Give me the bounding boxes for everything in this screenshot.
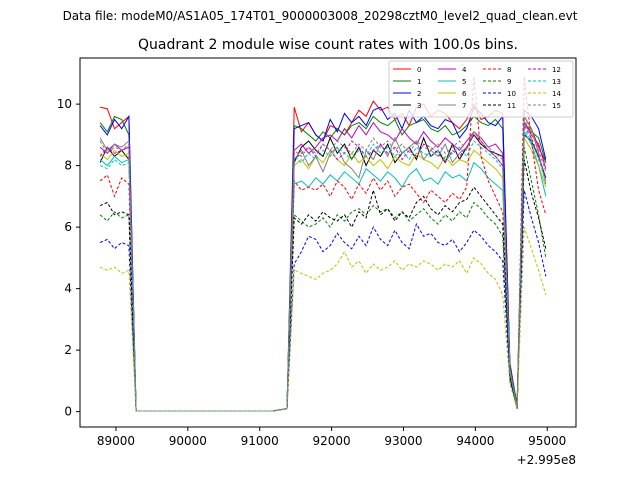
y-tick-label: 4	[64, 282, 72, 296]
series-layer	[99, 76, 547, 412]
x-offset-label: +2.995e8	[517, 453, 576, 467]
legend-label-6: 6	[462, 90, 467, 98]
legend-label-2: 2	[417, 90, 421, 98]
x-tick-label: 90000	[169, 434, 207, 448]
x-tick-label: 92000	[313, 434, 351, 448]
legend-label-1: 1	[417, 78, 421, 86]
legend-label-8: 8	[507, 66, 511, 74]
y-tick-label: 2	[64, 343, 72, 357]
chart-title: Quadrant 2 module wise count rates with …	[138, 37, 518, 53]
legend-label-12: 12	[552, 66, 561, 74]
y-tick-label: 10	[57, 97, 72, 111]
x-tick-label: 91000	[241, 434, 279, 448]
legend-label-0: 0	[417, 66, 421, 74]
x-tick-label: 95000	[528, 434, 566, 448]
legend-label-10: 10	[507, 90, 516, 98]
suptitle: Data file: modeM0/AS1A05_174T01_90000030…	[63, 9, 578, 23]
legend-label-15: 15	[552, 102, 561, 110]
x-tick-label: 89000	[97, 434, 135, 448]
y-tick-label: 0	[64, 405, 72, 419]
y-axis: 0 2 4 6 8 10	[57, 97, 80, 419]
series-line-15	[99, 117, 547, 412]
x-tick-label: 94000	[456, 434, 494, 448]
axes-frame	[79, 57, 577, 428]
x-tick-label: 93000	[384, 434, 422, 448]
legend-label-4: 4	[462, 66, 467, 74]
legend-label-14: 14	[552, 90, 561, 98]
y-tick-label: 6	[64, 220, 72, 234]
y-tick-label: 8	[64, 159, 72, 173]
legend-label-7: 7	[462, 102, 466, 110]
legend-label-11: 11	[507, 102, 516, 110]
x-axis: 89000 90000 91000 92000 93000 94000 95000	[97, 427, 566, 448]
legend-box	[388, 60, 574, 118]
legend-label-5: 5	[462, 78, 466, 86]
plot-area: 89000 90000 91000 92000 93000 94000 95000 0 2 4 6…	[57, 57, 577, 467]
legend-label-13: 13	[552, 78, 561, 86]
legend-label-3: 3	[417, 102, 421, 110]
series-line-10	[99, 190, 547, 412]
legend-label-9: 9	[507, 78, 511, 86]
